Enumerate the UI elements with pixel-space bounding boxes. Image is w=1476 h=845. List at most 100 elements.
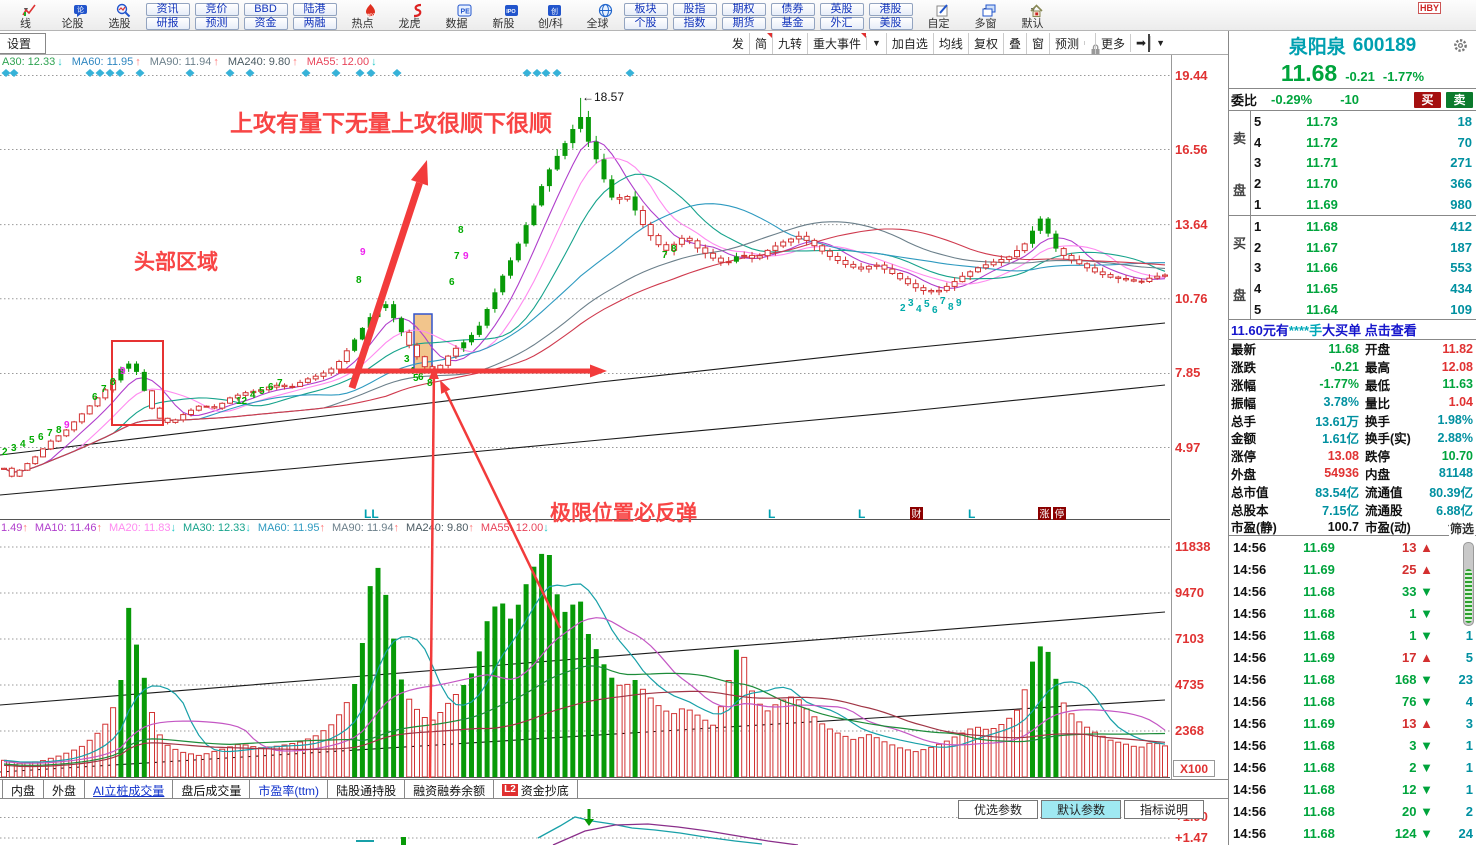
big-order-notice[interactable]: 11.60元有 ****手 大买单 点击查看 [1229,320,1476,340]
toolbar-button[interactable]: 两融 [292,17,337,30]
toolbar-button[interactable]: 指数 [672,17,717,30]
buy-row[interactable]: 5 11.64 109 [1251,299,1476,320]
tab-市盈率(ttm)[interactable]: 市盈率(ttm) [250,780,329,798]
toolbar-button[interactable]: 竞价 [194,3,239,16]
toolbar-button[interactable]: 期货 [721,17,766,30]
menu-item[interactable]: 窗 [1025,32,1049,54]
sell-row[interactable]: 1 11.69 980 [1251,194,1476,215]
buy-row[interactable]: 1 11.68 412 [1251,216,1476,237]
tick-count: 4 [1465,693,1473,709]
toolbar-chuang-icon[interactable]: 创▼创/科 [527,0,574,30]
toolbar-button[interactable]: 资金 [243,17,288,30]
dropdown-caret-icon[interactable]: ▼ [1150,36,1170,50]
tab-AI立桩成交量[interactable]: AI立桩成交量 [85,780,174,798]
menu-item[interactable]: 预测 [1048,32,1084,54]
tab-外盘[interactable]: 外盘 [44,780,86,798]
toolbar-stock-pick-icon[interactable]: ▼选股 [96,0,143,30]
toolbar-button[interactable]: 板块 [623,3,668,16]
param-button-优选参数[interactable]: 优选参数 [958,800,1038,819]
tick-scrollbar[interactable] [1463,542,1474,626]
toolbar-forum-icon[interactable]: 论论股 [49,0,96,30]
toolbar-button[interactable]: 外汇 [819,17,864,30]
param-button-指标说明[interactable]: 指标说明 [1124,800,1204,819]
buy-row[interactable]: 4 11.65 434 [1251,278,1476,299]
menu-item[interactable]: 发 [731,36,744,51]
toolbar-button[interactable]: 预测 [194,17,239,30]
menu-item[interactable]: 重大事件 [806,32,866,54]
toolbar-button[interactable]: 美股 [868,17,913,30]
volume-unit-label: X100 [1173,760,1215,777]
tick-time: 14:56 [1233,627,1267,643]
menu-item[interactable]: 复权 [967,32,1003,54]
toolbar-button[interactable]: 个股 [623,17,668,30]
toolbar-dragon-icon[interactable]: 龙虎 [386,0,433,30]
book-price: 11.72 [1306,134,1338,150]
detail-key: 量比 [1365,396,1391,411]
main-kline-chart[interactable] [0,55,1171,521]
tab-陆股通持股[interactable]: 陆股通持股 [328,780,406,798]
tab-融资融券余额[interactable]: 融资融券余额 [405,780,495,798]
buy-row[interactable]: 3 11.66 553 [1251,258,1476,279]
scrollbar-thumb[interactable] [1465,569,1472,623]
volume-chart[interactable] [0,541,1171,779]
tick-row: 14:56 11.68 2 ▼ 1 [1229,757,1476,779]
notice-action-link[interactable]: 点击查看 [1364,323,1417,338]
menu-item[interactable]: 简 [748,32,772,54]
toolbar-hot-icon[interactable]: HOT 热点 [339,0,386,30]
sell-row[interactable]: 2 11.70 366 [1251,173,1476,194]
toolbar-button[interactable]: 基金 [770,17,815,30]
detail-key: 总股本 [1231,503,1269,518]
sell-button[interactable]: 卖 [1446,91,1473,108]
chart-menubar: 设置 发简九转 重大事件 ▼ 加自选 均线 复权叠窗预测 更多 ➡ ▼ [0,31,1228,55]
menu-item[interactable]: 更多 [1095,32,1130,54]
menu-item[interactable]: 叠 [1002,32,1026,54]
tick-filter-button[interactable]: 筛选 [1448,520,1475,537]
tick-time: 14:56 [1233,583,1267,599]
new-flag-icon [860,32,866,38]
toolbar-globe-icon[interactable]: 全球 [574,0,621,30]
ma-trend-arrow: ↓ [57,56,63,68]
buy-button[interactable]: 买 [1414,91,1441,108]
toolbar-button[interactable]: 期权 [721,3,766,16]
bottom-indicator-pane[interactable] [0,799,1171,845]
menu-item[interactable]: 加自选 [885,32,933,54]
menu-item[interactable]: 均线 [932,32,968,54]
toolbar-button[interactable]: 陆港 [292,3,337,16]
dropdown-caret-icon[interactable]: ▼ [865,36,886,50]
param-button-默认参数[interactable]: 默认参数 [1041,800,1121,819]
toolbar-windows-icon[interactable]: ▼多窗 [962,0,1009,30]
sell-row[interactable]: 5 11.73 18 [1251,111,1476,132]
detail-value: 13.08 [1327,448,1359,463]
toolbar-button[interactable]: 股指 [672,3,717,16]
toolbar-button[interactable]: 资讯 [145,3,190,16]
toolbar-label: 多窗 [974,18,997,30]
toolbar-home-icon[interactable]: ▼默认 [1009,0,1056,30]
tab-盘后成交量[interactable]: 盘后成交量 [173,780,251,798]
menu-item[interactable]: 九转 [771,32,807,54]
toolbar-button[interactable]: 研报 [145,17,190,30]
tab-资金抄底[interactable]: L2 资金抄底 [494,780,578,798]
settings-tab[interactable]: 设置 [0,33,46,54]
detail-key: 市盈(动) [1365,521,1411,536]
goto-end-icon[interactable]: ➡ [1130,34,1151,52]
lock-icon[interactable] [1084,41,1100,55]
toolbar-button[interactable]: 债券 [770,3,815,16]
sell-row[interactable]: 3 11.71 271 [1251,153,1476,174]
toolbar-pe-icon[interactable]: PE 数据 [433,0,480,30]
detail-row: 振幅 3.78% 量比 1.04 [1229,393,1476,411]
volume-axis-label: 4735 [1175,676,1204,692]
sell-row[interactable]: 4 11.72 70 [1251,132,1476,153]
toolbar-button[interactable]: BBD [243,3,288,16]
tick-row: 14:56 11.68 76 ▼ 4 [1229,690,1476,712]
toolbar-kline-icon[interactable]: ▼ 线 [2,0,49,30]
toolbar-button[interactable]: 港股 [868,3,913,16]
toolbar-button[interactable]: 英股 [819,3,864,16]
buy-row[interactable]: 2 11.67 187 [1251,237,1476,258]
toolbar-edit-icon[interactable]: ▼自定 [915,0,962,30]
toolbar-ipo-icon[interactable]: IPO 新股 [480,0,527,30]
tick-count: 1 [1465,738,1473,754]
tab-内盘[interactable]: 内盘 [2,780,45,798]
gear-icon[interactable] [1453,38,1468,53]
